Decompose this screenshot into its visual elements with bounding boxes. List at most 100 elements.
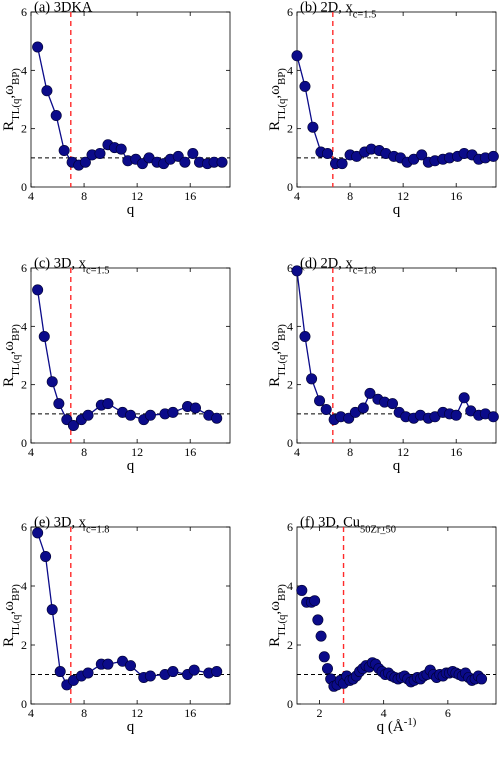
chart-panel-2: (b) 2D, xc=1.5 0 2 4 6 4 8 12 16 q RTL(q,ωBP) [267,0,499,218]
data-point [46,604,58,616]
data-point [291,265,303,277]
data-point [315,630,327,642]
data-point [322,147,334,159]
x-tick-label: 6 [445,706,451,720]
data-point [32,527,44,539]
chart-panel-6: (f) 3D, Cu50Zr_50 0 2 4 6 2 4 6 q (Å-1) RTL(q,ωBP… [267,515,497,735]
chart-panel-4: (d) 2D, xc=1.8 0 2 4 6 4 8 12 16 q RTL(q,ωBP) [267,256,499,474]
panel-title: (c) 3D, xc=1.5 [34,256,110,277]
data-point [32,284,44,296]
data-point [41,85,53,97]
y-tick-label: 4 [287,579,293,593]
y-tick-label: 6 [287,5,293,19]
data-point [102,658,114,670]
x-tick-label: 12 [131,445,143,459]
y-tick-label: 0 [21,697,27,711]
data-point [487,150,499,162]
y-tick-label: 2 [287,122,293,136]
x-tick-label: 4 [381,706,387,720]
x-tick-label: 2 [316,706,322,720]
data-point [291,50,303,62]
data-point [364,387,376,399]
y-tick-label: 0 [287,180,293,194]
x-tick-label: 8 [81,706,87,720]
y-tick-label: 6 [287,261,293,275]
y-tick-label: 6 [21,261,27,275]
data-point [46,376,58,388]
y-tick-label: 0 [21,436,27,450]
y-axis-label: RTL(q,ωBP) [1,68,22,131]
x-tick-label: 4 [28,445,34,459]
plot-frame [296,526,497,705]
x-axis-label: q [127,202,135,218]
data-point [309,595,321,607]
x-tick-label: 16 [450,189,462,203]
y-tick-label: 4 [21,579,27,593]
y-tick-label: 6 [21,520,27,534]
data-point [299,80,311,92]
data-point [38,331,50,343]
x-tick-label: 4 [28,706,34,720]
data-point [58,145,70,157]
data-point [50,110,62,122]
x-tick-label: 8 [81,445,87,459]
data-point [211,412,223,424]
y-tick-label: 0 [287,697,293,711]
y-tick-label: 4 [21,63,27,77]
data-point [125,660,137,672]
data-point [314,395,326,407]
data-point [458,392,470,404]
x-axis-label: q [127,458,135,474]
data-point [296,584,308,596]
data-point [216,156,228,168]
panel-title: (f) 3D, Cu50Zr_50 [300,515,396,536]
data-point [125,409,137,421]
y-tick-label: 4 [287,319,293,333]
y-axis-label: RTL(q,ωBP) [267,68,288,131]
data-point [82,667,94,679]
data-point [211,666,223,678]
data-point [306,373,318,385]
data-point [336,158,348,170]
x-tick-label: 12 [397,189,409,203]
data-point [476,673,488,685]
y-axis-label: RTL(q,ωBP) [1,324,22,387]
data-point [321,663,333,675]
y-tick-label: 0 [21,180,27,194]
chart-panel-5: (e) 3D, xc=1.8 0 2 4 6 4 8 12 16 q RTL(q,ωBP) [1,515,231,735]
data-point [144,409,156,421]
panel-title: (d) 2D, xc=1.8 [300,256,376,277]
y-tick-label: 2 [21,638,27,652]
y-tick-label: 6 [21,5,27,19]
x-tick-label: 12 [131,189,143,203]
data-point [32,41,44,53]
plot-frame [296,267,497,444]
x-tick-label: 8 [81,189,87,203]
y-tick-label: 0 [287,436,293,450]
panel-title: (b) 2D, xc=1.5 [300,0,376,20]
data-point [190,402,202,414]
x-tick-label: 8 [347,445,353,459]
x-tick-label: 16 [450,445,462,459]
data-point [187,147,199,159]
data-point [357,402,369,414]
x-tick-label: 12 [397,445,409,459]
plot-frame [30,526,231,705]
x-tick-label: 16 [184,706,196,720]
data-point [167,666,179,678]
x-axis-label: q [393,202,401,218]
data-point [179,156,191,168]
y-axis-label: RTL(q,ωBP) [267,324,288,387]
y-axis-label: RTL(q,ωBP) [267,584,288,647]
data-point [54,666,66,678]
data-point [53,398,65,410]
data-point [67,419,79,431]
y-tick-label: 4 [21,319,27,333]
x-tick-label: 12 [131,706,143,720]
y-tick-label: 4 [287,63,293,77]
x-tick-label: 4 [294,189,300,203]
x-tick-label: 16 [184,445,196,459]
plot-frame [30,267,231,444]
